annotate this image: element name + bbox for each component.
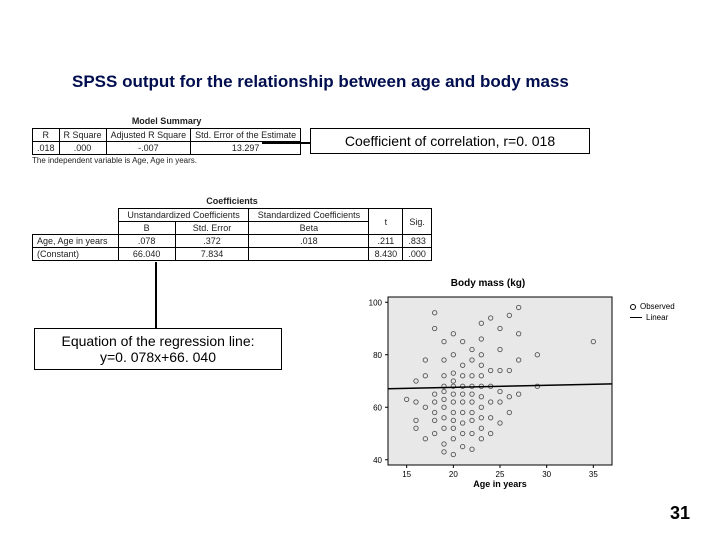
- val-adjrsq: -.007: [106, 142, 191, 155]
- col-rsq: R Square: [59, 129, 106, 142]
- coefficients-title: Coefficients: [32, 196, 432, 206]
- col-r: R: [33, 129, 60, 142]
- val-rsq: .000: [59, 142, 106, 155]
- legend-observed-marker: [630, 304, 636, 310]
- model-summary-title: Model Summary: [32, 116, 301, 126]
- arrow-to-equation: [155, 262, 157, 328]
- slide-title: SPSS output for the relationship between…: [72, 72, 569, 92]
- val-r: .018: [33, 142, 60, 155]
- coefficients-table: Coefficients Unstandardized Coefficients…: [32, 196, 432, 261]
- page-number: 31: [670, 503, 690, 524]
- coef-r0-t: .211: [369, 235, 403, 248]
- svg-text:Age in years: Age in years: [473, 479, 527, 489]
- coef-r1-t: 8.430: [369, 248, 403, 261]
- coef-r0-beta: .018: [249, 235, 369, 248]
- model-summary-footnote: The independent variable is Age, Age in …: [32, 156, 301, 165]
- legend-observed: Observed: [630, 302, 675, 311]
- legend-linear-label: Linear: [646, 313, 668, 322]
- col-group-unstd: Unstandardized Coefficients: [118, 209, 249, 222]
- col-group-std: Standardized Coefficients: [249, 209, 369, 222]
- correlation-text: Coefficient of correlation, r=0. 018: [345, 133, 555, 149]
- coef-r0-sig: .833: [403, 235, 432, 248]
- col-t: t: [369, 209, 403, 235]
- coef-r1-b: 66.040: [118, 248, 175, 261]
- col-beta: Beta: [249, 222, 369, 235]
- svg-text:80: 80: [373, 351, 382, 360]
- col-se: Std. Error: [175, 222, 249, 235]
- correlation-callout: Coefficient of correlation, r=0. 018: [310, 128, 590, 154]
- col-adjrsq: Adjusted R Square: [106, 129, 191, 142]
- arrow-to-correlation: [262, 142, 310, 144]
- coef-r1-se: 7.834: [175, 248, 249, 261]
- legend-observed-label: Observed: [640, 302, 675, 311]
- coef-row1-label: (Constant): [33, 248, 119, 261]
- svg-text:15: 15: [402, 470, 411, 479]
- legend-linear: Linear: [630, 313, 675, 322]
- svg-text:30: 30: [542, 470, 551, 479]
- scatter-title: Body mass (kg): [358, 278, 618, 289]
- model-summary-table: Model Summary R R Square Adjusted R Squa…: [32, 116, 301, 165]
- svg-text:25: 25: [496, 470, 505, 479]
- col-sig: Sig.: [403, 209, 432, 235]
- coef-row0-label: Age, Age in years: [33, 235, 119, 248]
- scatter-plot: Body mass (kg) 40 60 80 100 15 20 25 30 35 Age in…: [358, 278, 618, 491]
- svg-text:100: 100: [369, 298, 383, 307]
- equation-line2: y=0. 078x+66. 040: [43, 349, 273, 365]
- coef-r0-se: .372: [175, 235, 249, 248]
- svg-text:60: 60: [373, 403, 382, 412]
- equation-callout: Equation of the regression line: y=0. 07…: [34, 328, 282, 370]
- coef-r0-b: .078: [118, 235, 175, 248]
- svg-text:40: 40: [373, 456, 382, 465]
- equation-line1: Equation of the regression line:: [43, 333, 273, 349]
- scatter-legend: Observed Linear: [630, 302, 675, 324]
- legend-linear-marker: [630, 317, 642, 318]
- svg-text:35: 35: [589, 470, 598, 479]
- col-stderr: Std. Error of the Estimate: [191, 129, 301, 142]
- coef-r1-sig: .000: [403, 248, 432, 261]
- col-b: B: [118, 222, 175, 235]
- coef-r1-beta: [249, 248, 369, 261]
- svg-text:20: 20: [449, 470, 458, 479]
